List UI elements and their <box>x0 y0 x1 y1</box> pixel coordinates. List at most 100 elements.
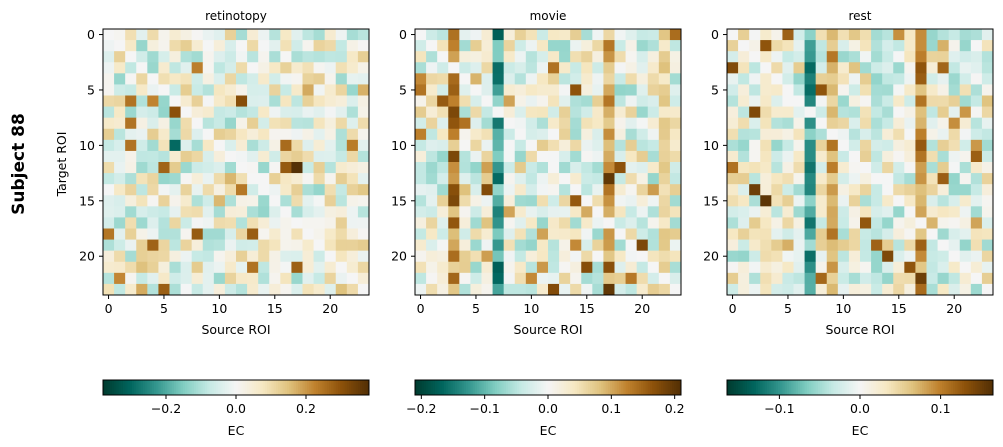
heatmap-cell <box>860 40 872 52</box>
colorbar-segment <box>302 380 306 395</box>
colorbar-segment <box>837 380 841 395</box>
heatmap-cell <box>727 95 739 107</box>
y-tick-label: 10 <box>703 138 719 153</box>
heatmap-cell <box>236 40 248 52</box>
heatmap-cell <box>904 29 916 41</box>
heatmap-cell <box>269 29 281 41</box>
heatmap-cell <box>981 62 994 74</box>
colorbar-segment <box>760 380 763 395</box>
heatmap-cell <box>448 239 460 252</box>
colorbar-segment <box>895 380 899 395</box>
heatmap-cell <box>614 73 626 85</box>
heatmap-cell <box>771 150 783 163</box>
y-tick-label: 20 <box>391 249 407 264</box>
heatmap-cell <box>470 117 482 130</box>
heatmap-cell <box>224 173 237 185</box>
heatmap-cell <box>882 29 894 41</box>
colorbar-segment <box>840 380 843 395</box>
heatmap-cell <box>760 283 772 296</box>
colorbar-segment <box>780 380 783 395</box>
heatmap-cell <box>247 117 259 130</box>
heatmap-cell <box>180 283 193 296</box>
heatmap-cell <box>782 106 794 119</box>
heatmap-cell <box>313 95 326 107</box>
heatmap-cell <box>614 228 626 240</box>
heatmap-cell <box>448 128 460 141</box>
heatmap-cell <box>202 272 215 285</box>
heatmap-cell <box>335 40 348 52</box>
heatmap-cell <box>470 73 482 85</box>
heatmap-cell <box>882 128 894 141</box>
heatmap-cell <box>926 162 938 174</box>
heatmap-cell <box>202 150 215 163</box>
heatmap-cell <box>114 128 126 141</box>
colorbar-segment <box>450 380 454 395</box>
heatmap-cell <box>280 272 292 285</box>
colorbar-segment <box>817 380 821 395</box>
colorbar-segment <box>853 380 857 395</box>
heatmap-cell <box>893 217 905 229</box>
colorbar-segment <box>946 380 950 395</box>
heatmap-cell <box>481 73 493 85</box>
heatmap-cell <box>346 283 359 296</box>
heatmap-cell <box>893 239 905 252</box>
heatmap-cell <box>603 283 615 296</box>
heatmap-cell <box>915 128 927 141</box>
heatmap-cell <box>804 272 817 285</box>
heatmap-cell <box>771 95 783 107</box>
heatmap-cell <box>258 206 270 218</box>
heatmap-cell <box>826 139 839 152</box>
heatmap-cell <box>437 250 449 263</box>
colorbar-segment <box>614 380 618 395</box>
heatmap-cell <box>826 195 839 207</box>
heatmap-cell <box>280 95 292 107</box>
heatmap-cell <box>302 250 314 263</box>
heatmap-cell <box>882 239 894 252</box>
heatmap-cell <box>291 250 303 263</box>
heatmap-cell <box>125 150 137 163</box>
heatmap-cell <box>103 184 115 196</box>
heatmap-cell <box>224 62 237 74</box>
heatmap-cell <box>114 73 126 85</box>
heatmap-cell <box>860 239 872 252</box>
heatmap-cell <box>782 261 794 274</box>
colorbar-segment <box>329 380 332 395</box>
heatmap-cell <box>625 106 638 119</box>
heatmap-cell <box>926 206 938 218</box>
heatmap-cell <box>426 206 438 218</box>
heatmap-cell <box>247 40 259 52</box>
heatmap-cell <box>492 195 505 207</box>
heatmap-cell <box>548 106 560 119</box>
heatmap-cell <box>893 173 905 185</box>
heatmap-cell <box>848 51 861 63</box>
heatmap-cell <box>904 106 916 119</box>
heatmap-cell <box>103 29 115 41</box>
heatmap-cell <box>793 217 805 229</box>
heatmap-cell <box>760 272 772 285</box>
heatmap-cell <box>658 272 671 285</box>
heatmap-cell <box>258 228 270 240</box>
heatmap-cell <box>236 73 248 85</box>
heatmap-cell <box>470 228 482 240</box>
heatmap-cell <box>893 206 905 218</box>
heatmap-cell <box>548 73 560 85</box>
heatmap-cell <box>470 40 482 52</box>
heatmap-cell <box>136 206 148 218</box>
colorbar-segment <box>209 380 213 395</box>
heatmap-cell <box>302 206 314 218</box>
colorbar-segment <box>937 380 941 395</box>
heatmap-cell <box>581 84 593 96</box>
colorbar-segment <box>335 380 339 395</box>
heatmap-cell <box>970 62 983 74</box>
heatmap-cell <box>882 150 894 163</box>
heatmap-cell <box>915 250 927 263</box>
heatmap-cell <box>136 184 148 196</box>
heatmap-cell <box>280 117 292 130</box>
heatmap-cell <box>760 239 772 252</box>
colorbar-segment <box>284 380 288 395</box>
heatmap-cell <box>213 261 226 274</box>
heatmap-cell <box>826 162 839 174</box>
heatmap-cell <box>614 239 626 252</box>
heatmap-cell <box>313 73 326 85</box>
heatmap-cell <box>815 73 828 85</box>
